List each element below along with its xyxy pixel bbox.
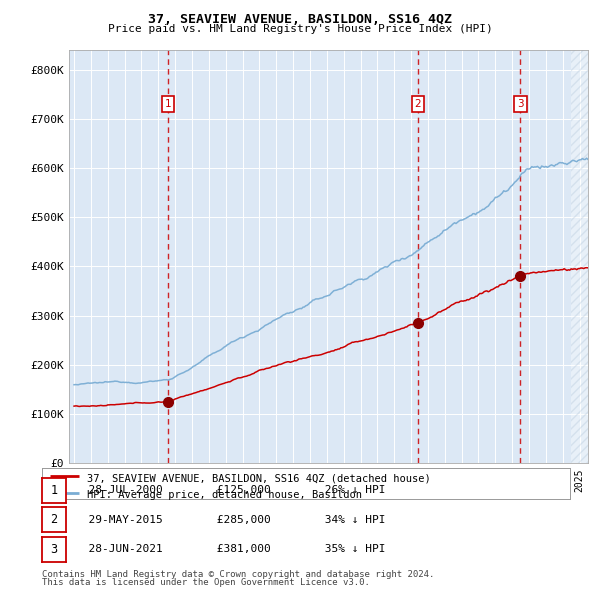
Text: 28-JUL-2000        £125,000        26% ↓ HPI: 28-JUL-2000 £125,000 26% ↓ HPI xyxy=(75,486,386,495)
Text: Price paid vs. HM Land Registry's House Price Index (HPI): Price paid vs. HM Land Registry's House … xyxy=(107,24,493,34)
Text: Contains HM Land Registry data © Crown copyright and database right 2024.: Contains HM Land Registry data © Crown c… xyxy=(42,570,434,579)
Text: HPI: Average price, detached house, Basildon: HPI: Average price, detached house, Basi… xyxy=(87,490,362,500)
Text: 37, SEAVIEW AVENUE, BASILDON, SS16 4QZ (detached house): 37, SEAVIEW AVENUE, BASILDON, SS16 4QZ (… xyxy=(87,474,431,484)
Text: 1: 1 xyxy=(165,99,172,109)
Text: 37, SEAVIEW AVENUE, BASILDON, SS16 4QZ: 37, SEAVIEW AVENUE, BASILDON, SS16 4QZ xyxy=(148,13,452,26)
Text: 3: 3 xyxy=(50,543,58,556)
Text: 2: 2 xyxy=(415,99,421,109)
Text: 1: 1 xyxy=(50,484,58,497)
Text: 2: 2 xyxy=(50,513,58,526)
Bar xyxy=(571,50,588,463)
Text: 28-JUN-2021        £381,000        35% ↓ HPI: 28-JUN-2021 £381,000 35% ↓ HPI xyxy=(75,545,386,554)
Text: 29-MAY-2015        £285,000        34% ↓ HPI: 29-MAY-2015 £285,000 34% ↓ HPI xyxy=(75,515,386,525)
Text: This data is licensed under the Open Government Licence v3.0.: This data is licensed under the Open Gov… xyxy=(42,578,370,587)
Text: 3: 3 xyxy=(517,99,524,109)
